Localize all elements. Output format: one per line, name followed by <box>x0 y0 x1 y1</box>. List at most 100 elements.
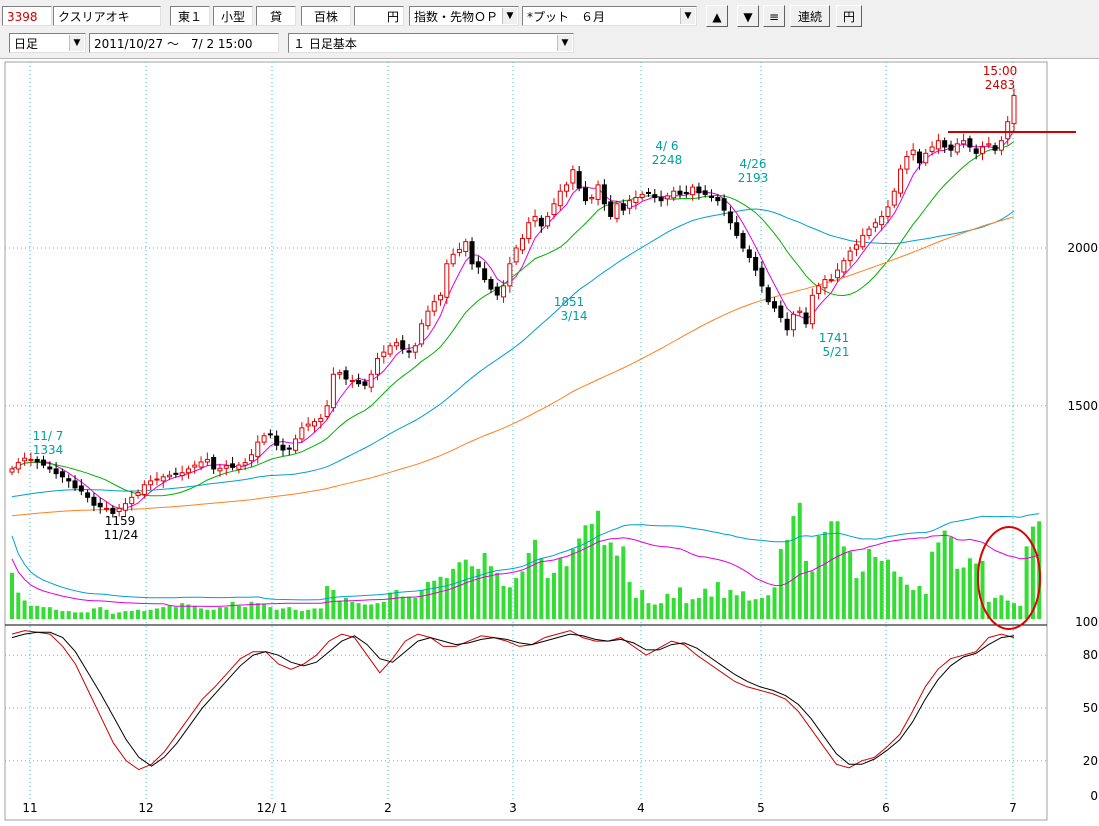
candle-body <box>715 197 721 202</box>
candle-body <box>753 256 759 271</box>
candle-body <box>400 340 406 350</box>
volume-bar <box>791 516 796 619</box>
candle-body <box>324 405 330 418</box>
candle-body <box>973 148 979 154</box>
x-tick-label: 4 <box>637 801 645 815</box>
candle-body <box>885 206 891 217</box>
volume-bar <box>54 609 59 619</box>
candle-body <box>734 222 740 236</box>
candle-body <box>709 195 715 199</box>
candle-body <box>66 478 72 482</box>
volume-bar <box>1005 600 1010 619</box>
volume-bar <box>545 578 550 619</box>
candle-body <box>368 373 374 388</box>
candle-body <box>916 151 922 164</box>
volume-bar <box>167 605 172 619</box>
candle-body <box>639 193 645 199</box>
period-select[interactable]: 日足 ▼ <box>9 33 86 53</box>
candle-body <box>507 263 513 287</box>
candle-body <box>129 496 135 505</box>
volume-bar <box>1018 605 1023 619</box>
volume-bar <box>91 608 96 619</box>
volume-bar <box>79 612 84 619</box>
volume-bar <box>948 537 953 619</box>
candle-body <box>104 507 110 510</box>
volume-bar <box>463 559 468 619</box>
candle-body <box>160 476 166 482</box>
volume-bar <box>917 586 922 619</box>
volume-bar <box>211 609 216 619</box>
style-select[interactable]: １ 日足基本 ▼ <box>288 33 574 53</box>
candle-body <box>759 267 765 287</box>
volume-bar <box>375 603 380 619</box>
volume-bar <box>596 510 601 619</box>
volume-bar <box>73 612 78 619</box>
volume-bar <box>898 576 903 619</box>
volume-bar <box>507 587 512 619</box>
volume-bar <box>835 521 840 619</box>
volume-bar <box>180 603 185 619</box>
up-button[interactable]: ▲ <box>706 5 728 27</box>
volume-bar <box>488 566 493 619</box>
candle-body <box>696 186 702 194</box>
volume-bar <box>753 599 758 619</box>
currency-field: 円 <box>354 6 404 26</box>
down-button[interactable]: ▼ <box>737 5 759 27</box>
candle-body <box>557 190 563 207</box>
volume-bar <box>822 531 827 619</box>
candle-body <box>828 279 834 282</box>
volume-bar <box>331 589 336 619</box>
volume-bar <box>747 600 752 619</box>
annotation-trough1-date: 3/14 <box>561 309 588 323</box>
volume-bar <box>41 607 46 619</box>
candle-body <box>444 263 450 298</box>
volume-bar <box>741 591 746 619</box>
volume-bar <box>652 604 657 619</box>
candle-body <box>78 485 84 492</box>
candle-body <box>242 462 248 466</box>
candle-body <box>431 301 437 312</box>
chevron-down-icon[interactable]: ▼ <box>69 35 84 51</box>
candle-body <box>116 507 122 513</box>
chevron-down-icon[interactable]: ▼ <box>502 8 517 24</box>
size-field: 小型 <box>213 6 253 26</box>
candle-body <box>721 198 727 211</box>
chevron-down-icon[interactable]: ▼ <box>680 8 695 24</box>
stock-name-field[interactable]: クスリアオキ <box>53 6 161 26</box>
volume-bar <box>659 603 664 619</box>
candle-body <box>620 203 626 211</box>
candle-body <box>148 480 154 486</box>
candle-body <box>47 466 53 470</box>
volume-bar <box>249 601 254 619</box>
chevron-down-icon[interactable]: ▼ <box>557 35 572 51</box>
candle-body <box>337 372 343 375</box>
candle-body <box>589 197 595 200</box>
candle-body <box>475 261 481 268</box>
volume-bar <box>911 589 916 619</box>
candle-body <box>595 184 601 200</box>
candle-body <box>167 474 173 478</box>
candle-body <box>538 217 544 227</box>
annotation-last-time: 15:00 <box>983 64 1018 78</box>
candle-body <box>879 215 885 226</box>
candle-body <box>942 140 948 148</box>
volume-bar <box>312 608 317 619</box>
continuous-button[interactable]: 連続 <box>790 5 830 27</box>
volume-bar <box>879 560 884 619</box>
volume-bar <box>142 611 147 619</box>
y-tick-label: 2000 <box>1067 241 1098 255</box>
volume-bar <box>419 589 424 619</box>
annotation-last-price: 2483 <box>985 78 1016 92</box>
ma-line-medium <box>11 141 1015 497</box>
annotation-peak1-price: 2248 <box>652 153 683 167</box>
yen-button[interactable]: 円 <box>836 5 862 27</box>
menu-button[interactable]: ≡ <box>763 5 785 27</box>
candle-body <box>236 464 242 470</box>
index-select[interactable]: 指数・先物ＯＰ ▼ <box>409 6 519 26</box>
candle-body <box>904 155 910 170</box>
stock-code-field[interactable]: 3398 <box>2 6 52 26</box>
candle-body <box>173 472 179 475</box>
candle-body <box>948 144 954 151</box>
option-select[interactable]: *プット ６月 ▼ <box>522 6 697 26</box>
volume-bar <box>696 597 701 619</box>
